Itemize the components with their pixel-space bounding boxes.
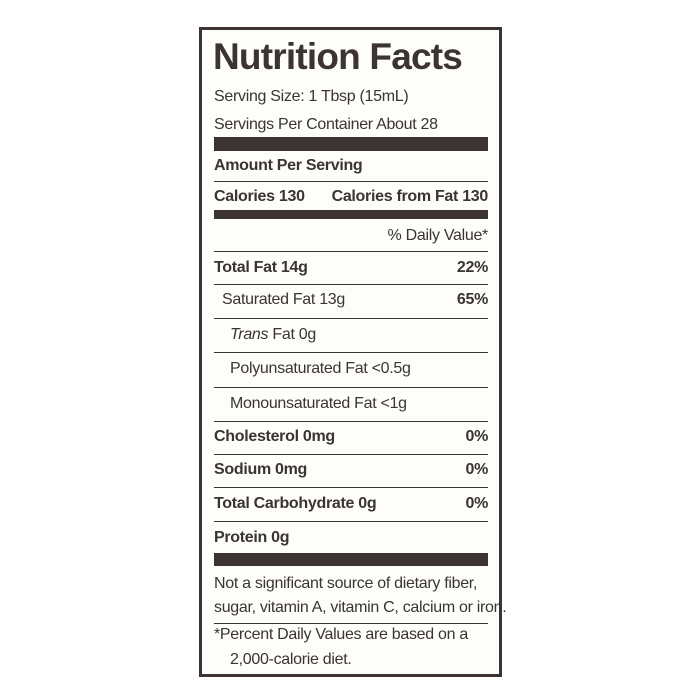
divider	[214, 181, 488, 182]
thick-bar	[214, 137, 488, 151]
nutrient-label: Trans Fat 0g	[230, 325, 316, 345]
nutrient-label: Saturated Fat 13g	[222, 290, 345, 310]
title: Nutrition Facts	[213, 36, 463, 77]
nutrient-row: Total Carbohydrate 0g 0%	[214, 494, 488, 514]
calories: Calories 130	[214, 188, 305, 205]
text: sugar, vitamin A, vitamin C, calcium or …	[214, 599, 507, 616]
nutrient-label: Monounsaturated Fat <1g	[230, 394, 407, 414]
note-line: sugar, vitamin A, vitamin C, calcium or …	[214, 598, 507, 618]
divider	[214, 318, 488, 319]
calories-row: Calories 130 Calories from Fat 130	[214, 187, 488, 207]
daily-value: 0%	[465, 461, 488, 478]
label-text: Total Carbohydrate 0g	[214, 495, 377, 512]
text: Serving Size: 1 Tbsp (15mL)	[214, 88, 409, 105]
divider	[214, 623, 488, 624]
label-text: Fat 0g	[272, 326, 316, 343]
serving-size: Serving Size: 1 Tbsp (15mL)	[214, 87, 488, 107]
label-text: Saturated Fat 13g	[222, 291, 345, 308]
divider	[214, 352, 488, 353]
daily-value: 65%	[456, 291, 488, 308]
note-line: *Percent Daily Values are based on a	[214, 625, 488, 645]
label-text: Total Fat 14g	[214, 259, 308, 276]
nutrient-label: Polyunsaturated Fat <0.5g	[230, 359, 411, 379]
nutrient-row: Total Fat 14g 22%	[214, 258, 488, 278]
text: Not a significant source of dietary fibe…	[214, 575, 478, 592]
nutrient-label: Protein 0g	[214, 528, 290, 548]
daily-value: 22%	[456, 259, 488, 276]
divider	[214, 387, 488, 388]
nutrient-label: Cholesterol 0mg	[214, 427, 335, 447]
nutrient-label: Sodium 0mg	[214, 460, 307, 480]
medium-bar	[214, 210, 488, 219]
nutrient-row: Saturated Fat 13g 65%	[222, 290, 488, 310]
divider	[214, 284, 488, 285]
label-text: Monounsaturated Fat <1g	[230, 395, 407, 412]
nutrient-label: Total Carbohydrate 0g	[214, 494, 377, 514]
daily-value: 0%	[465, 428, 488, 445]
daily-value: 0%	[465, 495, 488, 512]
amount-header: Amount Per Serving	[214, 156, 488, 176]
note-line: 2,000-calorie diet.	[230, 650, 504, 670]
text: Amount Per Serving	[214, 157, 363, 174]
text: 2,000-calorie diet.	[230, 651, 352, 668]
nutrient-row: Cholesterol 0mg 0%	[214, 427, 488, 447]
label-text: Sodium 0mg	[214, 461, 308, 478]
text: *Percent Daily Values are based on a	[214, 626, 468, 643]
label-text: Protein 0g	[214, 529, 290, 546]
divider	[214, 487, 488, 488]
italic-text: Trans	[230, 326, 269, 343]
dv-header: % Daily Value*	[214, 226, 489, 246]
text: % Daily Value*	[387, 227, 489, 244]
nutrient-row: Polyunsaturated Fat <0.5g	[230, 359, 488, 379]
thick-bar	[214, 553, 488, 566]
divider	[214, 421, 488, 422]
label-text: Polyunsaturated Fat <0.5g	[230, 360, 411, 377]
note-line: Not a significant source of dietary fibe…	[214, 574, 488, 594]
nutrient-row: Monounsaturated Fat <1g	[230, 394, 488, 414]
label-text: Cholesterol 0mg	[214, 428, 335, 445]
divider	[214, 521, 488, 522]
calories-from-fat: Calories from Fat 130	[331, 188, 489, 205]
nutrient-label: Total Fat 14g	[214, 258, 308, 278]
divider	[214, 454, 488, 455]
nutrient-row: Protein 0g	[214, 528, 488, 548]
nutrient-row: Sodium 0mg 0%	[214, 460, 488, 480]
nutrient-row: Trans Fat 0g	[230, 325, 488, 345]
divider	[214, 251, 488, 252]
text: Servings Per Container About 28	[214, 116, 438, 133]
servings-per-container: Servings Per Container About 28	[214, 115, 488, 135]
